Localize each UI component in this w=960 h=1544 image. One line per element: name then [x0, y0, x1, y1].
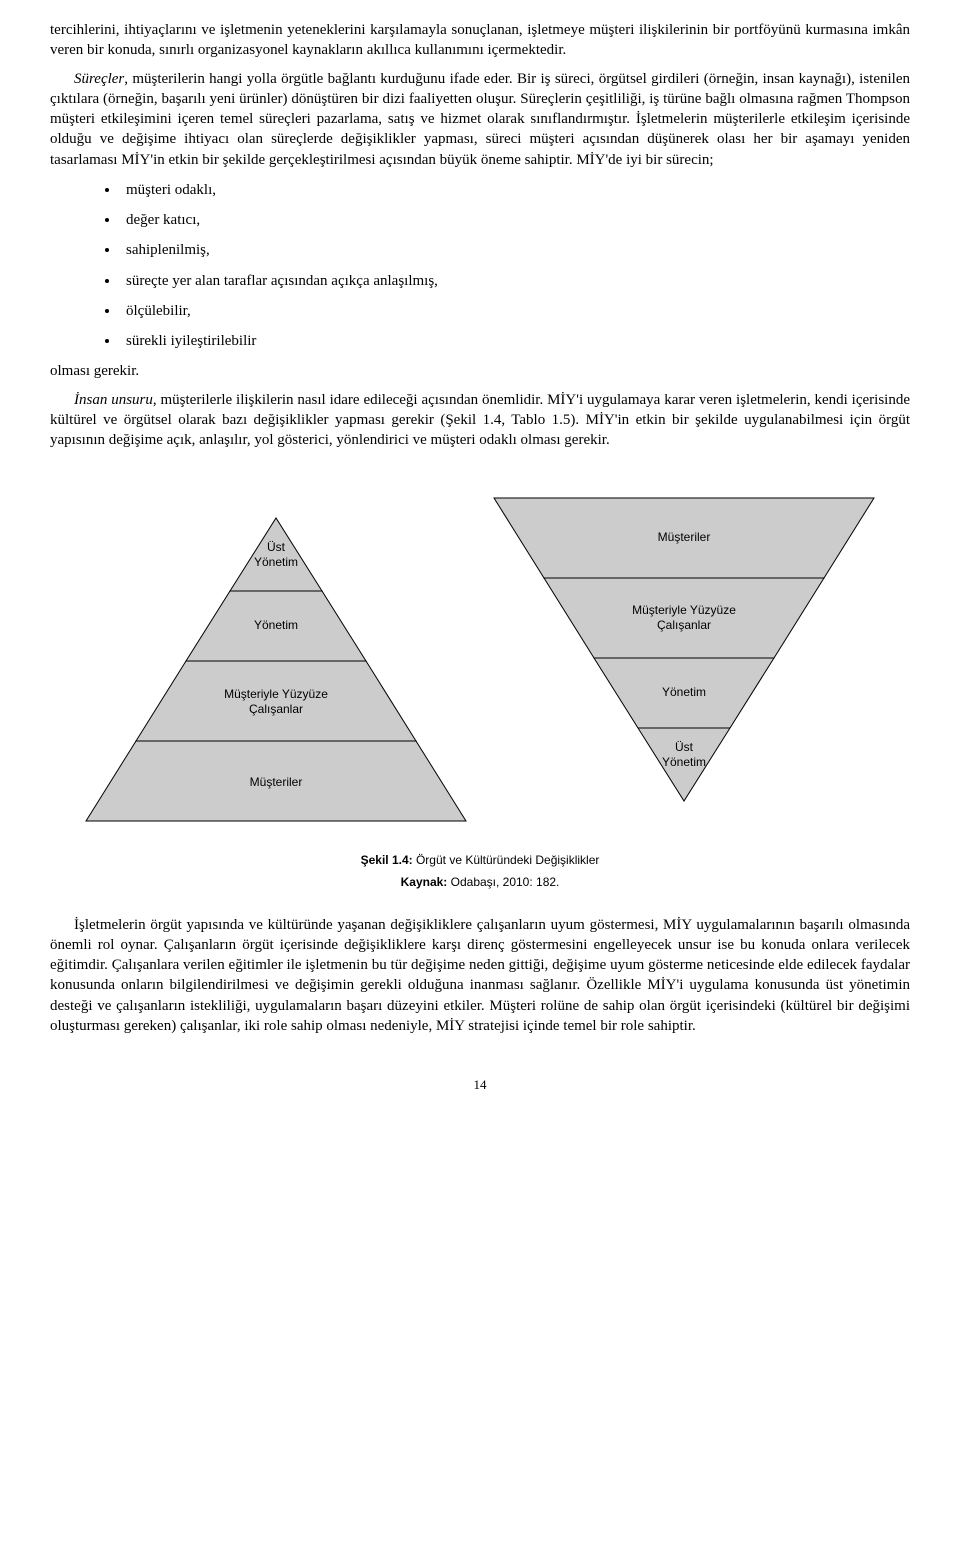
paragraph-intro: tercihlerini, ihtiyaçlarını ve işletmeni…	[50, 20, 910, 61]
left-label-2: Yönetim	[76, 618, 476, 633]
text-surecler-rest: , müşterilerin hangi yolla örgütle bağla…	[50, 71, 910, 168]
caption-text: Örgüt ve Kültüründeki Değişiklikler	[413, 853, 600, 867]
left-label-4: Müşteriler	[76, 775, 476, 790]
list-item: sürekli iyileştirilebilir	[120, 331, 910, 351]
pyramid-diagram: ÜstYönetim Yönetim Müşteriyle YüzyüzeÇal…	[50, 480, 910, 830]
pyramid-right: Müşteriler Müşteriyle YüzyüzeÇalışanlar …	[484, 480, 884, 830]
source-bold: Kaynak:	[401, 875, 448, 889]
paragraph-surecler: Süreçler, müşterilerin hangi yolla örgüt…	[50, 69, 910, 170]
right-label-3: Yönetim	[484, 685, 884, 700]
page-number: 14	[50, 1076, 910, 1094]
paragraph-insan: İnsan unsuru, müşterilerle ilişkilerin n…	[50, 390, 910, 451]
list-item: sahiplenilmiş,	[120, 240, 910, 260]
list-item: değer katıcı,	[120, 210, 910, 230]
italic-surecler: Süreçler	[74, 71, 124, 87]
pyramid-left: ÜstYönetim Yönetim Müşteriyle YüzyüzeÇal…	[76, 480, 476, 830]
right-label-4: ÜstYönetim	[484, 740, 884, 770]
right-label-2: Müşteriyle YüzyüzeÇalışanlar	[484, 603, 884, 633]
right-label-1: Müşteriler	[484, 530, 884, 545]
left-label-3: Müşteriyle YüzyüzeÇalışanlar	[76, 687, 476, 717]
caption-bold: Şekil 1.4:	[361, 853, 413, 867]
source-text: Odabaşı, 2010: 182.	[447, 875, 559, 889]
italic-insan: İnsan unsuru	[74, 392, 153, 408]
text-olmasi: olması gerekir.	[50, 361, 910, 381]
figure-caption: Şekil 1.4: Örgüt ve Kültüründeki Değişik…	[50, 852, 910, 868]
left-label-1: ÜstYönetim	[76, 540, 476, 570]
text-insan-rest: , müşterilerle ilişkilerin nasıl idare e…	[50, 392, 910, 449]
list-item: süreçte yer alan taraflar açısından açık…	[120, 271, 910, 291]
bullet-list: müşteri odaklı, değer katıcı, sahiplenil…	[50, 180, 910, 352]
paragraph-conclusion: İşletmelerin örgüt yapısında ve kültürün…	[50, 915, 910, 1037]
list-item: müşteri odaklı,	[120, 180, 910, 200]
figure-source: Kaynak: Odabaşı, 2010: 182.	[50, 874, 910, 890]
list-item: ölçülebilir,	[120, 301, 910, 321]
